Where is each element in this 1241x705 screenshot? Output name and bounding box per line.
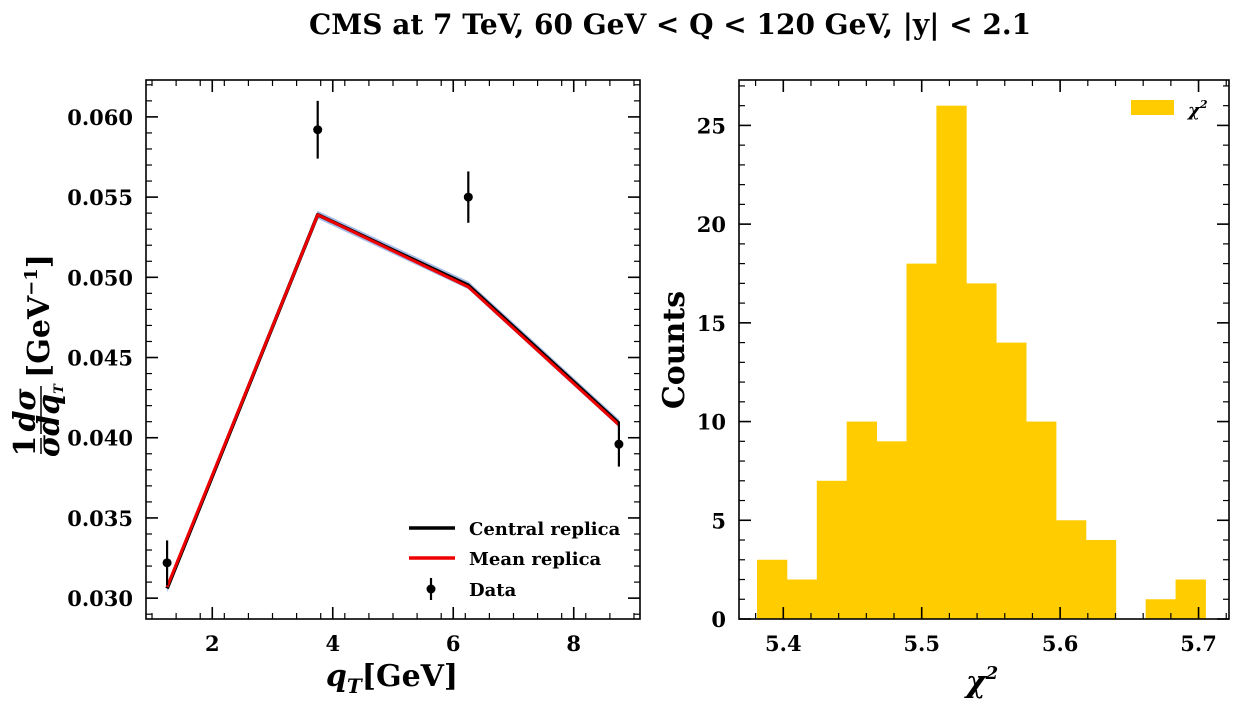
legend-swatch-data-marker <box>426 584 436 594</box>
left-legend: Central replica Mean replica Data <box>409 519 621 601</box>
right-x-axis-label: χ2 <box>964 663 998 700</box>
x-tick-label: 5.7 <box>1180 631 1217 656</box>
svg-text:[GeV−1]: [GeV−1] <box>21 254 57 378</box>
right-tick-labels: 5.4 5.5 5.6 5.7 0 5 10 15 20 25 <box>697 113 1217 656</box>
x-tick-label: 5.5 <box>903 631 940 656</box>
right-y-axis-label: Counts <box>657 291 692 409</box>
x-tick-label: 2 <box>205 631 220 656</box>
y-tick-label: 15 <box>697 311 726 336</box>
left-panel: 2 4 6 80.0300.0350.0400.0450.0500.0550.060 … <box>8 79 641 698</box>
x-tick-label: 5.4 <box>765 631 802 656</box>
left-tick-labels: 2 4 6 8 0.030 0.035 0.040 0.045 0.050 0.055 0.060 <box>67 105 581 656</box>
histogram-bar <box>936 105 967 619</box>
right-panel: 5.4 5.5 5.6 5.7 0 5 10 15 20 25 χ2 Counts χ2 <box>657 79 1230 700</box>
right-legend: χ2 <box>1131 98 1208 121</box>
left-data-points <box>162 100 624 586</box>
y-tick-label: 0.040 <box>67 426 133 451</box>
histogram-bar <box>1085 540 1117 619</box>
histogram-bar <box>846 421 877 619</box>
histogram-bar <box>1026 421 1057 619</box>
histogram-bar <box>966 283 997 619</box>
y-tick-label: 0.060 <box>67 105 133 130</box>
y-tick-label: 10 <box>697 410 726 435</box>
y-tick-label: 20 <box>697 212 726 237</box>
legend-label-chi2: χ2 <box>1186 98 1208 121</box>
histogram-bar <box>906 263 937 619</box>
legend-swatch-chi2 <box>1131 100 1174 115</box>
y-tick-label: 0 <box>711 607 726 632</box>
y-tick-label: 0.030 <box>67 586 133 611</box>
left-y-axis-label: 1 σ dσ dqT [GeV−1] <box>8 254 67 457</box>
y-tick-label: 0.055 <box>67 185 133 210</box>
histogram-bar <box>816 480 848 619</box>
data-point <box>463 192 473 202</box>
x-tick-label: 6 <box>446 631 461 656</box>
histogram-bar <box>756 559 788 619</box>
histogram-bar <box>1145 599 1176 619</box>
right-axis-ticks <box>739 80 1229 620</box>
left-x-axis-label: qT[GeV] <box>326 659 458 698</box>
figure-title: CMS at 7 TeV, 60 GeV < Q < 120 GeV, |y| … <box>309 8 1031 41</box>
histogram-bar <box>1055 520 1087 619</box>
y-tick-label: 5 <box>711 508 726 533</box>
data-point <box>162 558 172 568</box>
right-plot-frame <box>738 79 1230 620</box>
data-point <box>614 439 624 449</box>
data-point <box>313 125 323 135</box>
x-tick-label: 5.6 <box>1042 631 1079 656</box>
left-plot-frame <box>145 79 641 620</box>
left-axis-ticks <box>146 80 640 619</box>
histogram-bar <box>1175 579 1206 619</box>
svg-text:1: 1 <box>8 436 43 457</box>
histogram-bars <box>756 105 1206 619</box>
y-tick-label: 0.035 <box>67 506 133 531</box>
legend-label-mean: Mean replica <box>469 549 602 570</box>
x-tick-label: 4 <box>325 631 340 656</box>
series-line-mean-replica <box>165 213 620 588</box>
histogram-bar <box>876 441 907 619</box>
svg-text:σ: σ <box>32 434 67 457</box>
legend-label-central: Central replica <box>469 519 621 540</box>
histogram-bar <box>996 342 1027 619</box>
y-tick-label: 0.050 <box>67 265 133 290</box>
legend-label-data: Data <box>469 580 517 601</box>
y-tick-label: 25 <box>697 113 726 138</box>
histogram-bar <box>786 579 818 619</box>
y-tick-label: 0.045 <box>67 346 133 371</box>
svg-text:dσ: dσ <box>8 388 43 432</box>
x-tick-label: 8 <box>566 631 581 656</box>
left-series-lines <box>165 210 621 593</box>
